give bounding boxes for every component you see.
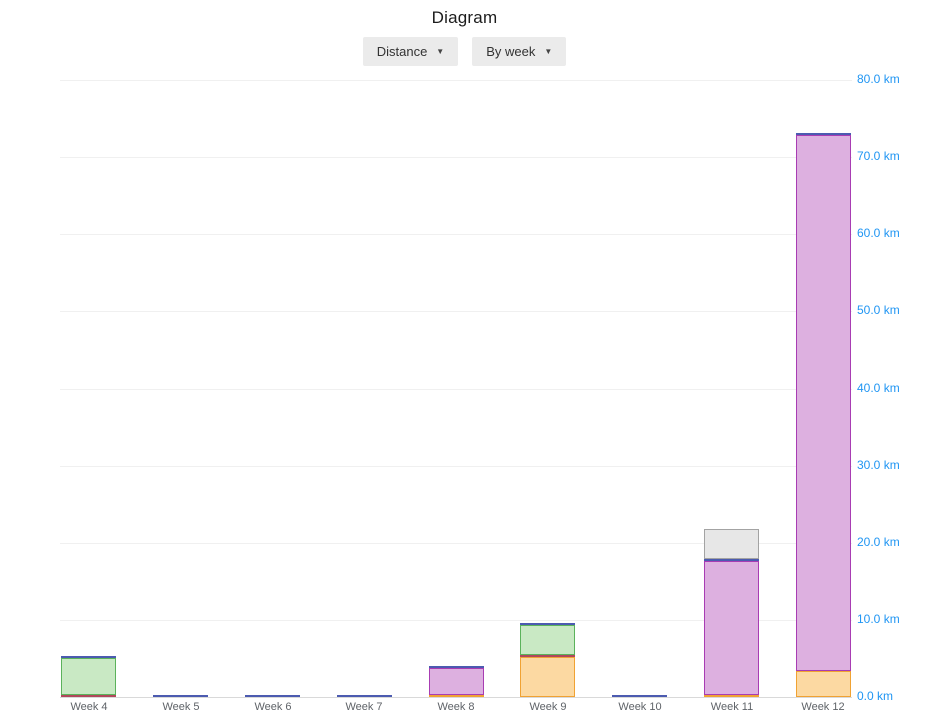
gridline xyxy=(60,466,852,467)
x-axis-label: Week 10 xyxy=(618,701,662,713)
y-axis-tick-label: 80.0 km xyxy=(857,72,900,86)
x-axis-label: Week 11 xyxy=(710,701,754,713)
bar-segment-blue-activity[interactable] xyxy=(612,695,667,697)
grouping-dropdown[interactable]: By week ▼ xyxy=(472,37,567,66)
x-axis-label: Week 6 xyxy=(254,701,292,713)
x-axis-label: Week 7 xyxy=(345,701,383,713)
y-axis-tick-label: 70.0 km xyxy=(857,149,900,163)
gridline xyxy=(60,80,852,81)
y-axis-tick-label: 60.0 km xyxy=(857,226,900,240)
bar-segment-blue-activity[interactable] xyxy=(245,695,300,697)
bar-segment-blue-activity[interactable] xyxy=(61,656,116,658)
y-axis-tick-label: 10.0 km xyxy=(857,612,900,626)
x-axis-label: Week 4 xyxy=(70,701,108,713)
gridline xyxy=(60,389,852,390)
bar-segment-purple-activity[interactable] xyxy=(429,668,484,695)
gridline xyxy=(60,157,852,158)
x-axis-label: Week 9 xyxy=(529,701,567,713)
x-axis-label: Week 5 xyxy=(162,701,200,713)
chart-controls: Distance ▼ By week ▼ xyxy=(0,37,929,66)
bar-segment-red-activity[interactable] xyxy=(61,695,116,697)
y-axis-tick-label: 50.0 km xyxy=(857,303,900,317)
bar-segment-gray-activity[interactable] xyxy=(704,529,759,559)
y-axis-tick-label: 20.0 km xyxy=(857,535,900,549)
bar-segment-orange-activity[interactable] xyxy=(520,657,575,697)
bar-segment-blue-activity[interactable] xyxy=(520,623,575,625)
metric-dropdown-label: Distance xyxy=(376,44,428,59)
caret-down-icon: ▼ xyxy=(436,46,445,56)
y-axis-tick-label: 40.0 km xyxy=(857,381,900,395)
bar-segment-blue-activity[interactable] xyxy=(337,695,392,697)
bar-segment-blue-activity[interactable] xyxy=(429,666,484,668)
caret-down-icon: ▼ xyxy=(544,46,553,56)
bar-segment-red-activity[interactable] xyxy=(520,655,575,657)
x-axis-label: Week 8 xyxy=(437,701,475,713)
bar-segment-purple-activity[interactable] xyxy=(704,561,759,695)
bar-segment-blue-activity[interactable] xyxy=(704,559,759,561)
bar-segment-purple-activity[interactable] xyxy=(796,135,851,671)
bar-segment-green-activity[interactable] xyxy=(61,658,116,695)
bar-segment-blue-activity[interactable] xyxy=(153,695,208,697)
gridline xyxy=(60,311,852,312)
y-axis-tick-label: 0.0 km xyxy=(857,689,894,703)
bar-segment-orange-activity[interactable] xyxy=(429,695,484,697)
bar-segment-green-activity[interactable] xyxy=(520,625,575,655)
gridline xyxy=(60,543,852,544)
y-axis-tick-label: 30.0 km xyxy=(857,458,900,472)
bar-segment-orange-activity[interactable] xyxy=(796,671,851,697)
bar-segment-orange-activity[interactable] xyxy=(704,695,759,697)
grouping-dropdown-label: By week xyxy=(486,44,536,59)
bar-segment-blue-activity[interactable] xyxy=(796,133,851,135)
page-title: Diagram xyxy=(431,8,498,27)
x-axis-label: Week 12 xyxy=(801,701,845,713)
gridline xyxy=(60,234,852,235)
x-axis-line xyxy=(60,697,852,698)
metric-dropdown[interactable]: Distance ▼ xyxy=(362,37,459,66)
gridline xyxy=(60,620,852,621)
